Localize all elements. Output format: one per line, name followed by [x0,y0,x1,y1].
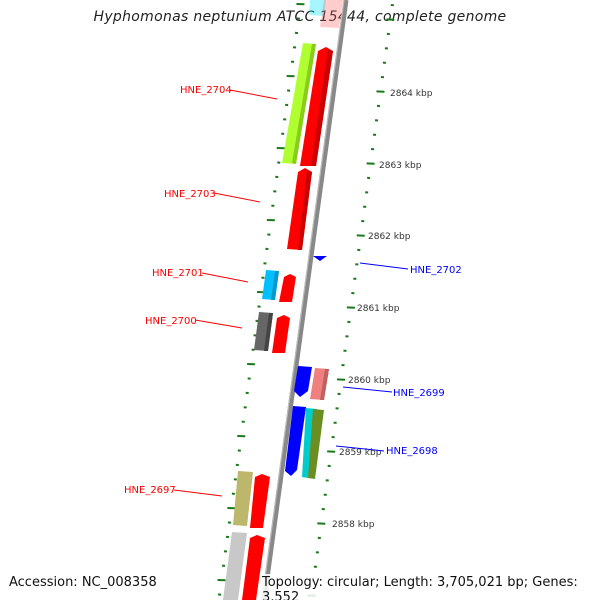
gene-shade [311,49,333,166]
label-connector [342,386,393,393]
gene-feature [250,474,270,528]
label-connector [213,192,261,203]
scale-label: 2862 kbp [368,232,411,242]
gene-feature [279,274,296,302]
scale-label: 2858 kbp [332,520,375,530]
scale-label: 2863 kbp [379,161,422,171]
gene-label-hne-2698: HNE_2698 [386,446,438,457]
label-connector [229,89,278,100]
gene-label-hne-2700: HNE_2700 [145,316,197,327]
gene-feature [320,0,343,28]
gene-shade [271,271,279,300]
gene-shade [292,44,316,164]
label-connector [194,319,243,329]
gene-shade [320,369,329,400]
gene-label-hne-2697: HNE_2697 [124,485,176,496]
gene-shade [264,313,273,351]
label-connector [359,262,409,270]
gene-feature [242,535,265,600]
gene-label-hne-2703: HNE_2703 [164,189,216,200]
gene-hne-2699 [294,366,312,397]
gene-label-hne-2699: HNE_2699 [393,388,445,399]
gene-feature [272,315,290,353]
gene-label-hne-2704: HNE_2704 [180,85,232,96]
gene-shade [298,170,312,250]
gene-hne-2697 [233,471,253,526]
scale-label: 2859 kbp [339,448,382,458]
label-connector [335,445,385,452]
accession-text: Accession: NC_008358 [7,574,159,591]
label-connector [201,272,249,283]
map-title: Hyphomonas neptunium ATCC 15444, complet… [93,9,507,25]
gene-feature [309,0,326,16]
label-connector [173,489,223,497]
backbone [261,0,349,600]
scale-label: 2861 kbp [357,304,400,314]
gene-hne-2698 [285,406,306,476]
scale-ticks [217,3,395,597]
gene-feature [308,409,324,479]
gene-label-hne-2702: HNE_2702 [410,265,462,276]
scale-label: 2860 kbp [348,376,391,386]
gene-feature [223,532,247,600]
gene-hne-2702 [313,256,327,261]
gene-label-hne-2701: HNE_2701 [152,268,204,279]
genome-summary-text: Topology: circular; Length: 3,705,021 bp… [260,574,600,600]
scale-label: 2864 kbp [390,89,433,99]
backbone-highlight [261,0,345,600]
